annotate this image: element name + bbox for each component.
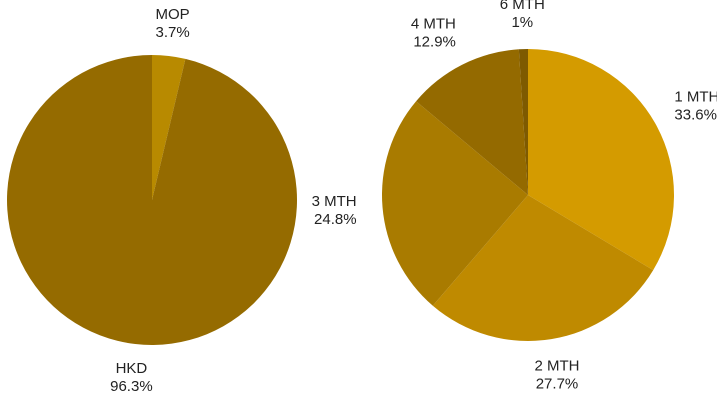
slice-label-6-mth: 6 MTH	[500, 0, 545, 13]
slice-label-2-mth: 2 MTH	[535, 358, 580, 375]
slice-value-label-4-mth: 12.9%	[413, 34, 456, 51]
pie-slice-mop	[152, 55, 186, 200]
slice-label-hkd: HKD	[116, 360, 148, 377]
slice-value-label-hkd: 96.3%	[110, 378, 153, 392]
slice-label-4-mth: 4 MTH	[411, 16, 456, 33]
pie-slice-2-mth	[432, 195, 654, 342]
pie-slice-6-mth	[518, 49, 528, 195]
pie-slice-1-mth	[528, 49, 675, 271]
slice-label-3-mth: 3 MTH	[312, 193, 357, 210]
slice-value-label-3-mth: 24.8%	[314, 211, 357, 228]
pie-slice-hkd	[7, 55, 298, 346]
slice-value-label-2-mth: 27.7%	[536, 376, 579, 392]
slice-value-label-mop: 3.7%	[155, 24, 189, 41]
pie-slice-3-mth	[381, 101, 528, 306]
slice-value-label-1-mth: 33.6%	[674, 106, 717, 123]
slice-label-mop: MOP	[156, 6, 190, 23]
slice-label-1-mth: 1 MTH	[674, 88, 717, 105]
slice-value-label-6-mth: 1%	[511, 14, 533, 31]
pie-slice-4-mth	[416, 49, 528, 195]
